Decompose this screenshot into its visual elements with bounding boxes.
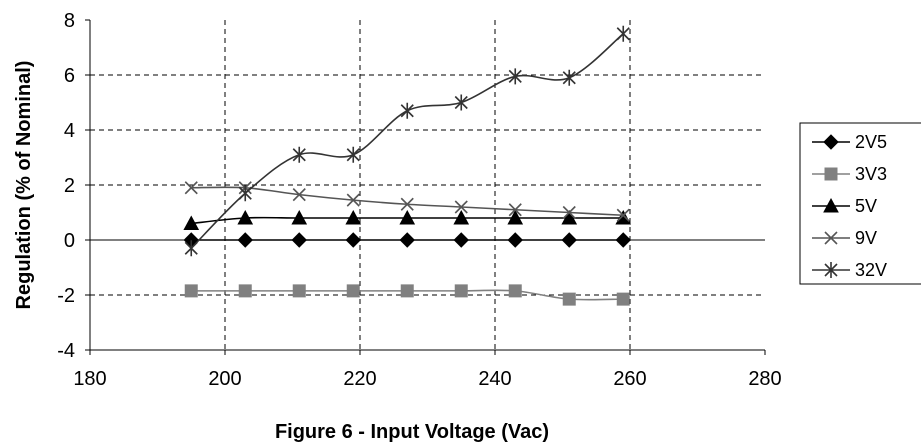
data-point-9v xyxy=(508,203,522,217)
data-point-3v3 xyxy=(292,284,306,298)
data-point-32v xyxy=(454,94,468,111)
x-tick-label: 280 xyxy=(748,368,781,390)
data-point-2v5 xyxy=(399,232,415,248)
data-point-3v3 xyxy=(562,292,576,306)
data-point-5v xyxy=(507,209,524,225)
data-point-9v xyxy=(184,181,198,195)
data-point-5v xyxy=(453,209,470,225)
tick-labels: -4 -2 0 2 4 6 8 180 200 220 240 260 280 xyxy=(57,10,781,390)
data-point-32v xyxy=(508,68,522,85)
y-tick-label: 8 xyxy=(64,10,75,32)
legend-label: 9V xyxy=(855,228,877,248)
data-point-3v3 xyxy=(346,284,360,298)
data-point-5v xyxy=(399,209,416,225)
data-point-2v5 xyxy=(345,232,361,248)
data-point-2v5 xyxy=(507,232,523,248)
legend-marker xyxy=(824,167,838,181)
data-point-32v xyxy=(400,102,414,119)
legend-marker xyxy=(824,231,838,245)
data-point-2v5 xyxy=(561,232,577,248)
data-point-9v xyxy=(454,200,468,214)
data-point-5v xyxy=(345,209,362,225)
legend-marker xyxy=(823,197,839,213)
legend-box xyxy=(799,122,921,285)
data-point-32v xyxy=(616,25,630,42)
data-point-2v5 xyxy=(615,232,631,248)
x-tick-label: 220 xyxy=(343,368,376,390)
data-point-3v3 xyxy=(454,284,468,298)
data-point-32v xyxy=(346,146,360,163)
data-point-3v3 xyxy=(400,284,414,298)
legend-item-3v3: 3V3 xyxy=(812,164,887,184)
y-tick-label: 6 xyxy=(64,65,75,87)
data-point-5v xyxy=(615,209,632,225)
y-tick-label: 0 xyxy=(64,230,75,252)
legend-item-32v: 32V xyxy=(812,260,887,280)
data-point-9v xyxy=(400,197,414,211)
data-point-9v xyxy=(292,188,306,202)
data-point-3v3 xyxy=(508,284,522,298)
data-point-9v xyxy=(346,193,360,207)
gridlines xyxy=(90,20,765,350)
data-point-3v3 xyxy=(184,284,198,298)
data-point-2v5 xyxy=(291,232,307,248)
y-tick-label: 4 xyxy=(64,120,75,142)
legend-label: 32V xyxy=(855,260,887,280)
legend-item-5v: 5V xyxy=(812,196,877,216)
y-axis-title: Regulation (% of Nominal) xyxy=(13,61,35,310)
legend-item-2v5: 2V5 xyxy=(812,132,887,152)
data-point-2v5 xyxy=(453,232,469,248)
data-point-5v xyxy=(237,209,254,225)
legend-label: 2V5 xyxy=(855,132,887,152)
y-tick-label: -2 xyxy=(57,285,75,307)
data-point-32v xyxy=(562,69,576,86)
legend-label: 5V xyxy=(855,196,877,216)
data-point-32v xyxy=(184,240,198,257)
data-point-32v xyxy=(292,146,306,163)
x-tick-label: 180 xyxy=(73,368,106,390)
data-point-5v xyxy=(183,215,200,230)
data-point-2v5 xyxy=(237,232,253,248)
axes xyxy=(85,19,766,355)
data-point-5v xyxy=(561,209,578,225)
data-point-3v3 xyxy=(616,292,630,306)
x-tick-label: 240 xyxy=(478,368,511,390)
data-point-5v xyxy=(291,209,308,225)
data-point-32v xyxy=(238,185,252,202)
series xyxy=(183,25,632,306)
x-tick-label: 200 xyxy=(208,368,241,390)
y-tick-label: 2 xyxy=(64,175,75,197)
legend-item-9v: 9V xyxy=(812,228,877,248)
data-point-3v3 xyxy=(238,284,252,298)
data-point-9v xyxy=(616,208,630,222)
legend-marker xyxy=(823,134,839,150)
y-tick-label: -4 xyxy=(57,340,75,362)
x-axis-title: Figure 6 - Input Voltage (Vac) xyxy=(275,421,549,443)
data-point-9v xyxy=(562,205,576,220)
legend-marker xyxy=(824,262,838,278)
x-tick-label: 260 xyxy=(613,368,646,390)
legend: 2V5 3V3 5V 9V 32V xyxy=(799,122,921,285)
legend-label: 3V3 xyxy=(855,164,887,184)
